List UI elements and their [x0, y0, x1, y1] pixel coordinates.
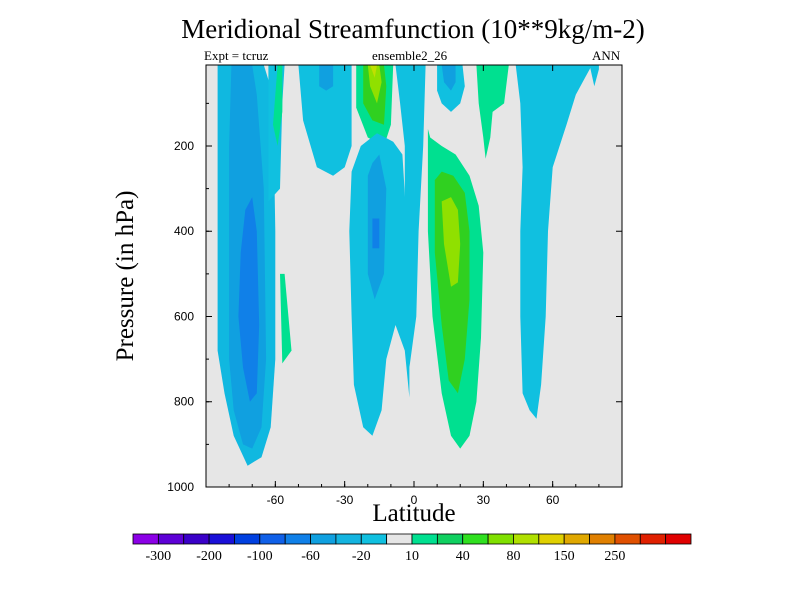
contour-region-15 [395, 65, 426, 368]
contour-region-21 [476, 65, 509, 159]
contour-region-22 [515, 65, 592, 419]
y-tick-label: 200 [174, 139, 194, 153]
colorbar-swatch [513, 533, 540, 545]
contour-region-14 [372, 218, 380, 249]
colorbar-swatch [132, 533, 159, 545]
colorbar-swatch [183, 533, 210, 545]
colorbar: -300 -200 -100 -60 -20 10 40 80 150 250 [132, 533, 692, 564]
axis-ticks: -60 -30 0 30 60 200 400 600 800 1000 [167, 65, 623, 507]
x-tick-label: 30 [477, 493, 491, 507]
chart-title: Meridional Streamfunction (10**9kg/m-2) [181, 14, 645, 44]
y-tick-label: 600 [174, 309, 194, 323]
contour-region-20 [441, 197, 461, 287]
ensemble-label: ensemble2_26 [372, 48, 448, 63]
contour-region-10 [367, 65, 382, 104]
colorbar-swatch [614, 533, 641, 545]
colorbar-swatch [259, 533, 286, 545]
colorbar-label: -20 [352, 549, 371, 564]
x-tick-label: 0 [411, 493, 418, 507]
y-tick-label: 1000 [167, 480, 194, 494]
colorbar-label: -300 [146, 549, 172, 564]
colorbar-swatch [665, 533, 692, 545]
colorbar-swatch [639, 533, 667, 545]
colorbar-swatch [234, 533, 261, 545]
x-tick-label: 60 [546, 493, 560, 507]
x-axis-label: Latitude [372, 500, 456, 527]
contour-region-6 [319, 65, 334, 91]
colorbar-label: 80 [506, 549, 520, 564]
colorbar-swatch [538, 533, 565, 545]
contour-region-11 [370, 65, 377, 78]
colorbar-swatch [157, 533, 185, 545]
contour-region-5 [298, 65, 352, 176]
colorbar-label: -60 [301, 549, 320, 564]
colorbar-label: 40 [456, 549, 470, 564]
colorbar-label: 150 [554, 549, 575, 564]
colorbar-label: 250 [604, 549, 625, 564]
contour-region-17 [441, 65, 456, 91]
x-tick-label: -60 [267, 493, 285, 507]
colorbar-swatch [335, 533, 362, 545]
colorbar-swatch [208, 533, 235, 545]
contour-regions [217, 65, 599, 466]
season-label: ANN [592, 48, 621, 63]
contour-region-23 [589, 65, 599, 87]
colorbar-label: 10 [405, 549, 419, 564]
colorbar-label: -200 [196, 549, 222, 564]
contour-region-4 [273, 65, 283, 146]
x-tick-label: -30 [336, 493, 354, 507]
colorbar-swatch [589, 533, 616, 545]
y-tick-label: 400 [174, 224, 194, 238]
colorbar-swatch [310, 533, 337, 545]
experiment-label: Expt = tcruz [204, 48, 269, 63]
colorbar-swatch [411, 533, 438, 545]
colorbar-swatch [487, 533, 514, 545]
colorbar-swatch [436, 533, 464, 545]
colorbar-swatch [462, 533, 489, 545]
y-tick-label: 800 [174, 395, 194, 409]
colorbar-swatch [386, 533, 413, 545]
colorbar-swatch [360, 533, 388, 545]
colorbar-swatch [284, 533, 311, 545]
contour-region-2 [238, 197, 260, 402]
colorbar-label: -100 [247, 549, 273, 564]
colorbar-swatch [563, 533, 590, 545]
contour-region-7 [280, 273, 292, 364]
